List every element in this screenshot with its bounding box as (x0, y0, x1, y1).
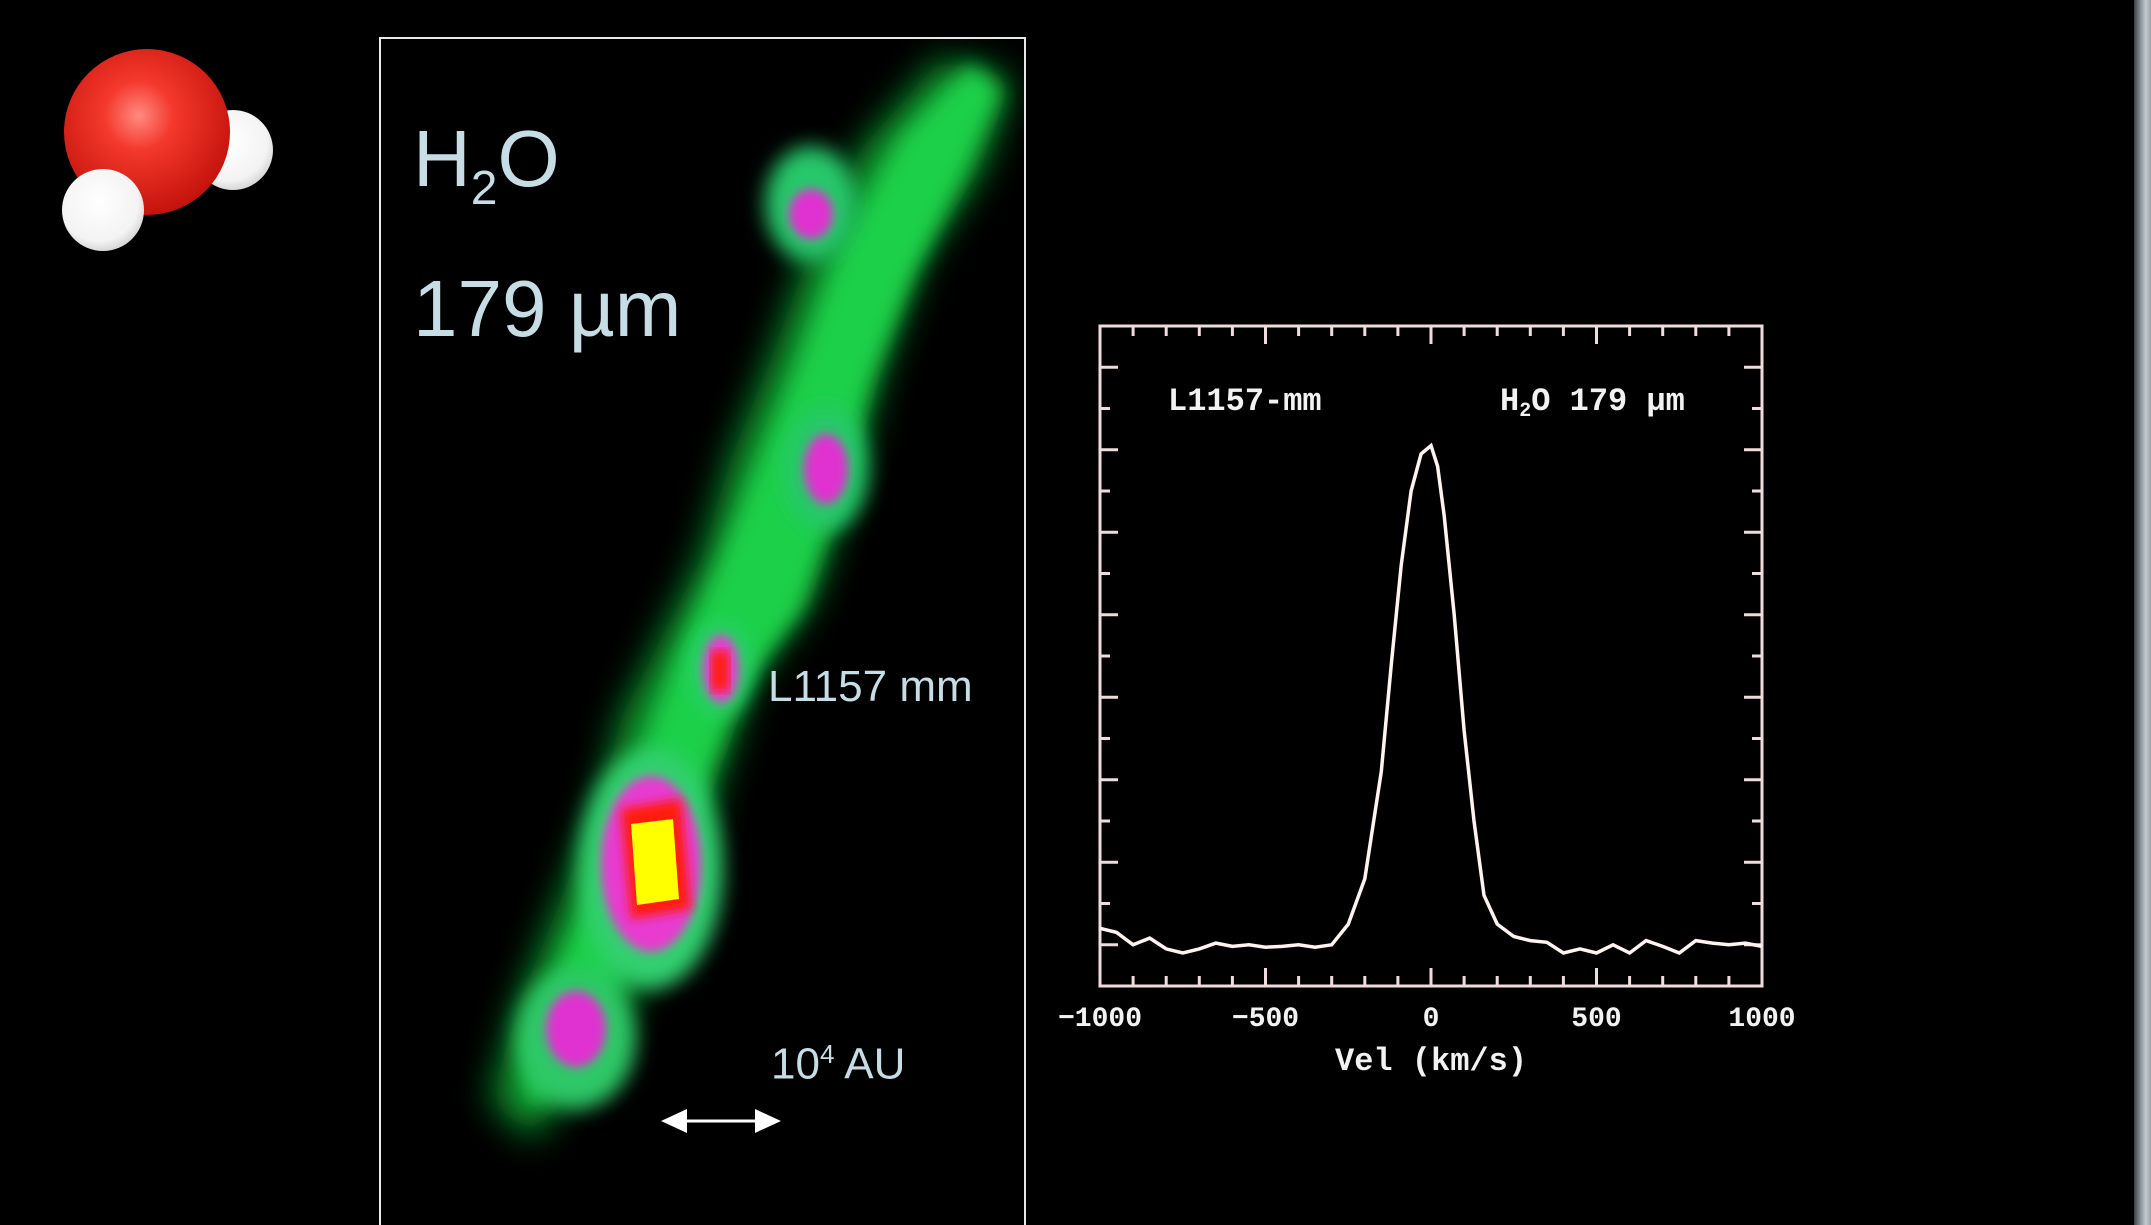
plot-title-left: L1157-mm (1168, 383, 1322, 420)
plot-frame (1098, 324, 1764, 988)
x-tick-label: 1000 (1728, 1004, 1795, 1035)
source-label: L1157 mm (768, 662, 973, 711)
scale-label: 104 AU (771, 1039, 906, 1089)
x-tick-labels: −1000 −500 0 500 1000 (1058, 1004, 1796, 1035)
x-tick-label: −1000 (1058, 1004, 1142, 1035)
x-tick-label: −500 (1232, 1004, 1299, 1035)
slide-edge-bar (2134, 0, 2151, 1225)
species-label: H2O (413, 114, 560, 215)
plot-ticks (1098, 324, 1764, 986)
x-tick-label: 500 (1571, 1004, 1621, 1035)
spectrum-plot: −1000 −500 0 500 1000 L1157-mm H2O 179 µm Ve… (1058, 324, 1796, 1080)
wavelength-label: 179 µm (413, 264, 682, 353)
x-tick-label: 0 (1423, 1004, 1440, 1035)
scale-bar-arrow (661, 1109, 781, 1133)
emission-image (491, 59, 1011, 1139)
hydrogen-atom-left (62, 169, 144, 251)
x-axis-label: Vel (km/s) (1335, 1043, 1527, 1080)
peak-emission (631, 819, 679, 905)
water-emission-map: H2O 179 µm L1157 mm 104 AU (379, 37, 1026, 1225)
water-molecule-icon (62, 49, 273, 251)
plot-title-right: H2O 179 µm (1500, 383, 1685, 423)
spectrum-line (1099, 442, 1763, 956)
